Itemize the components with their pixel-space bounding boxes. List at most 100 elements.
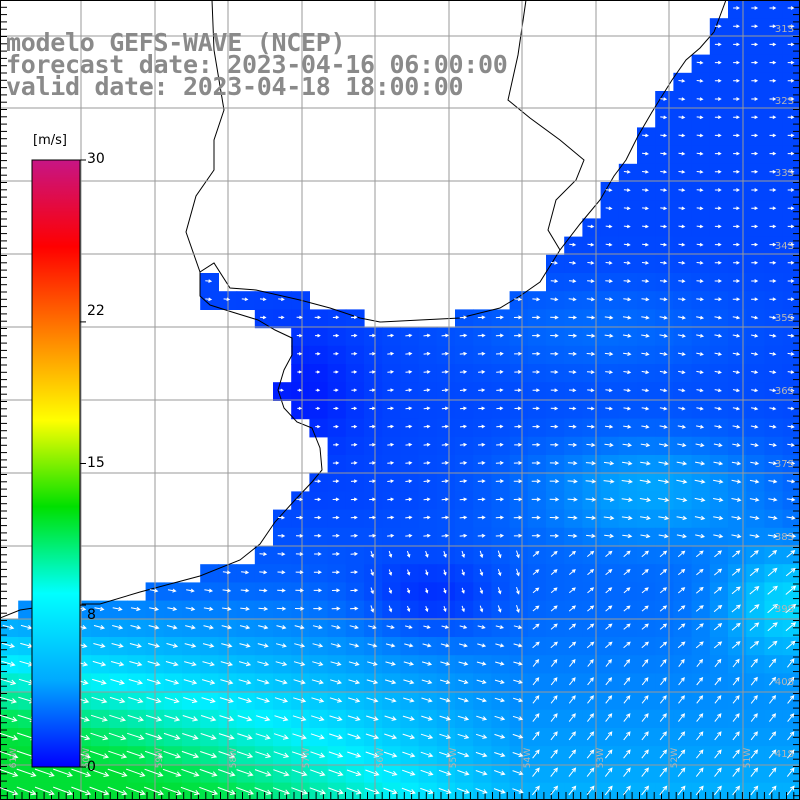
- wind-arrow: [604, 297, 614, 302]
- wind-arrow: [623, 658, 631, 667]
- wind-arrow: [749, 586, 760, 595]
- wind-arrow: [273, 733, 289, 740]
- wind-arrow: [185, 606, 196, 611]
- wind-arrow: [420, 787, 434, 795]
- wind-arrow: [182, 715, 199, 722]
- wind-arrow: [333, 370, 339, 374]
- wind-arrow: [369, 479, 376, 484]
- wind-arrow: [621, 515, 633, 521]
- wind-arrow: [423, 370, 431, 374]
- wind-arrow: [640, 461, 651, 466]
- wind-arrow: [532, 333, 541, 338]
- wind-arrow: [276, 625, 287, 630]
- wind-arrow: [514, 424, 522, 429]
- wind-arrow: [786, 479, 796, 484]
- wind-arrow: [659, 370, 668, 375]
- wind-arrow: [112, 625, 124, 630]
- forecast-date: forecast date: 2023-04-16 06:00:00: [6, 50, 508, 79]
- wind-arrow: [750, 424, 759, 429]
- wind-arrow: [364, 787, 380, 795]
- wind-arrow: [254, 787, 272, 795]
- wind-arrow: [163, 750, 182, 759]
- wind-arrow: [516, 586, 520, 595]
- wind-arrow: [351, 370, 358, 374]
- wind-arrow: [787, 406, 795, 411]
- wind-arrow: [202, 643, 215, 648]
- wind-arrow: [659, 315, 668, 320]
- wind-arrow: [149, 588, 159, 593]
- wind-arrow: [786, 461, 796, 466]
- wind-arrow: [218, 769, 236, 777]
- wind-arrow: [423, 533, 431, 538]
- wind-arrow: [660, 224, 668, 229]
- wind-arrow: [568, 695, 576, 704]
- wind-arrow: [787, 169, 795, 174]
- wind-arrow: [477, 333, 486, 338]
- wind-arrow: [402, 769, 416, 776]
- wind-arrow: [732, 658, 740, 668]
- wind-arrow: [713, 461, 724, 466]
- wind-arrow: [550, 351, 559, 356]
- wind-arrow: [477, 351, 486, 356]
- wind-arrow: [204, 588, 214, 593]
- wind-arrow: [623, 297, 632, 302]
- wind-arrow: [696, 731, 704, 741]
- wind-arrow: [586, 785, 595, 796]
- valid-date: valid date: 2023-04-18 18:00:00: [6, 72, 464, 101]
- wind-arrow: [181, 768, 200, 777]
- wind-arrow: [605, 658, 612, 667]
- wind-arrow: [130, 606, 141, 612]
- wind-arrow: [441, 533, 450, 538]
- wind-arrow: [623, 623, 631, 630]
- wind-arrow: [587, 242, 595, 247]
- wind-arrow: [696, 658, 704, 668]
- wind-arrow: [513, 497, 523, 502]
- wind-arrow: [751, 352, 759, 356]
- wind-arrow: [786, 785, 795, 796]
- wind-arrow: [439, 733, 452, 739]
- wind-arrow: [167, 588, 177, 593]
- wind-arrow: [678, 370, 686, 375]
- wind-arrow: [751, 279, 759, 283]
- wind-arrow: [405, 533, 413, 538]
- wind-arrow: [513, 679, 523, 684]
- longitude-label: 56W: [376, 748, 386, 768]
- wind-arrow: [714, 260, 722, 265]
- wind-arrow: [0, 750, 19, 759]
- wind-arrow: [514, 442, 523, 447]
- wind-arrow: [331, 625, 341, 630]
- wind-arrow: [164, 715, 181, 722]
- wind-arrow: [623, 749, 631, 759]
- wind-arrow: [550, 333, 559, 338]
- wind-arrow: [751, 188, 759, 192]
- wind-arrow: [238, 661, 252, 667]
- wind-arrow: [696, 352, 704, 356]
- wind-arrow: [733, 24, 740, 29]
- wind-arrow: [368, 533, 377, 538]
- wind-arrow: [423, 424, 431, 429]
- wind-arrow: [642, 133, 649, 138]
- wind-arrow: [497, 605, 502, 613]
- wind-arrow: [676, 479, 688, 484]
- wind-arrow: [513, 333, 523, 338]
- wind-arrow: [387, 406, 395, 411]
- wind-arrow: [278, 315, 285, 320]
- wind-arrow: [696, 170, 704, 174]
- wind-arrow: [513, 479, 523, 484]
- wind-arrow: [369, 461, 376, 465]
- wind-arrow: [333, 352, 339, 356]
- wind-arrow: [423, 461, 431, 465]
- wind-arrow: [677, 605, 686, 612]
- wind-arrow: [310, 769, 326, 777]
- wind-arrow: [787, 315, 795, 320]
- wind-arrow: [678, 676, 685, 686]
- wind-arrow: [351, 333, 358, 338]
- wind-arrow: [550, 424, 559, 429]
- wind-arrow: [713, 586, 723, 594]
- wind-arrow: [272, 787, 290, 795]
- wind-arrow: [439, 751, 452, 758]
- wind-arrow: [425, 569, 429, 576]
- wind-arrow: [694, 497, 706, 502]
- wind-arrow: [677, 568, 686, 576]
- wind-arrow: [751, 133, 759, 138]
